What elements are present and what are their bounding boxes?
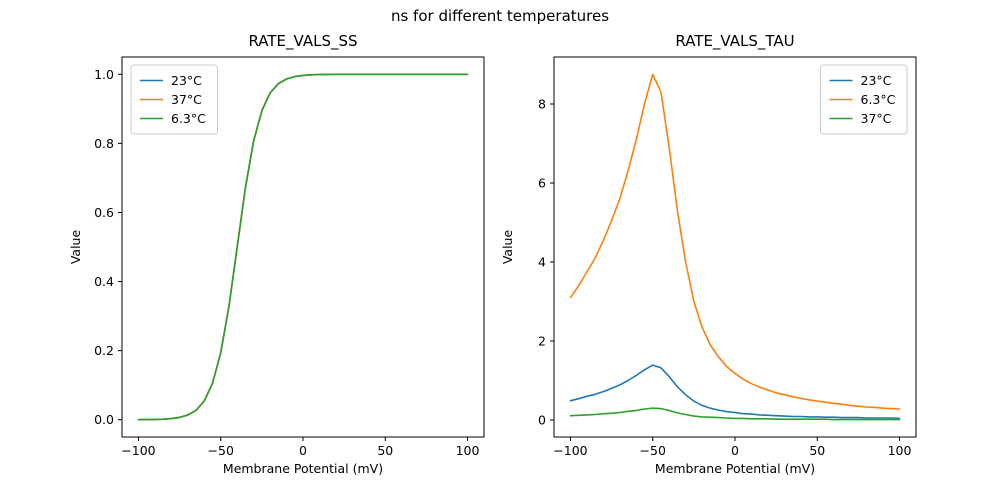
- y-tick-label: 2: [538, 334, 546, 349]
- x-tick-label: 0: [299, 443, 307, 458]
- x-tick-label: −50: [208, 443, 234, 458]
- x-tick-label: 100: [888, 443, 912, 458]
- figure-title: ns for different temperatures: [390, 7, 610, 25]
- x-tick-label: −100: [121, 443, 155, 458]
- series-line-23°C: [569, 364, 901, 420]
- x-tick-label: 50: [377, 443, 393, 458]
- legend-label: 37°C: [171, 92, 202, 107]
- x-tick-label: 50: [809, 443, 825, 458]
- series-line-6.3°C: [569, 73, 901, 410]
- series-line-6.3°C: [137, 73, 469, 421]
- y-tick-label: 0.2: [94, 343, 114, 358]
- series-line-37°C: [569, 407, 901, 421]
- axes-title: RATE_VALS_SS: [248, 32, 357, 51]
- y-tick-label: 8: [538, 97, 546, 112]
- subplot-rate_vals_tau: RATE_VALS_TAU −100 −50 0 50 100 0 2 4 6 8 Membrane …: [500, 32, 917, 476]
- x-tick-label: 0: [731, 443, 739, 458]
- legend: 23°C 6.3°C 37°C: [820, 64, 908, 135]
- x-tick-label: −100: [553, 443, 587, 458]
- x-tick-label: −50: [640, 443, 666, 458]
- y-tick-label: 4: [538, 255, 546, 270]
- y-tick-label: 0.6: [94, 205, 114, 220]
- legend-label: 23°C: [171, 73, 202, 88]
- y-tick-label: 0.8: [94, 136, 114, 151]
- x-axis-label: Membrane Potential (mV): [655, 461, 815, 476]
- y-tick-label: 0: [538, 413, 546, 428]
- legend-label: 37°C: [861, 111, 892, 126]
- y-tick-label: 6: [538, 176, 546, 191]
- legend: 23°C 37°C 6.3°C: [130, 64, 218, 135]
- legend-label: 6.3°C: [171, 111, 206, 126]
- y-tick-label: 1.0: [94, 67, 114, 82]
- legend-label: 23°C: [861, 73, 892, 88]
- y-axis-label: Value: [68, 230, 83, 265]
- y-axis-label: Value: [500, 230, 515, 265]
- legend-box: [130, 64, 218, 135]
- y-tick-label: 0.0: [94, 412, 114, 427]
- legend-label: 6.3°C: [861, 92, 896, 107]
- x-axis-label: Membrane Potential (mV): [223, 461, 383, 476]
- axes-title: RATE_VALS_TAU: [675, 32, 794, 51]
- y-tick-label: 0.4: [94, 274, 114, 289]
- subplot-rate_vals_ss: RATE_VALS_SS −100 −50 0 50 100 0.0 0.2 0.4 0.6 0.8…: [68, 32, 485, 476]
- legend-box: [820, 64, 908, 135]
- x-tick-label: 100: [456, 443, 480, 458]
